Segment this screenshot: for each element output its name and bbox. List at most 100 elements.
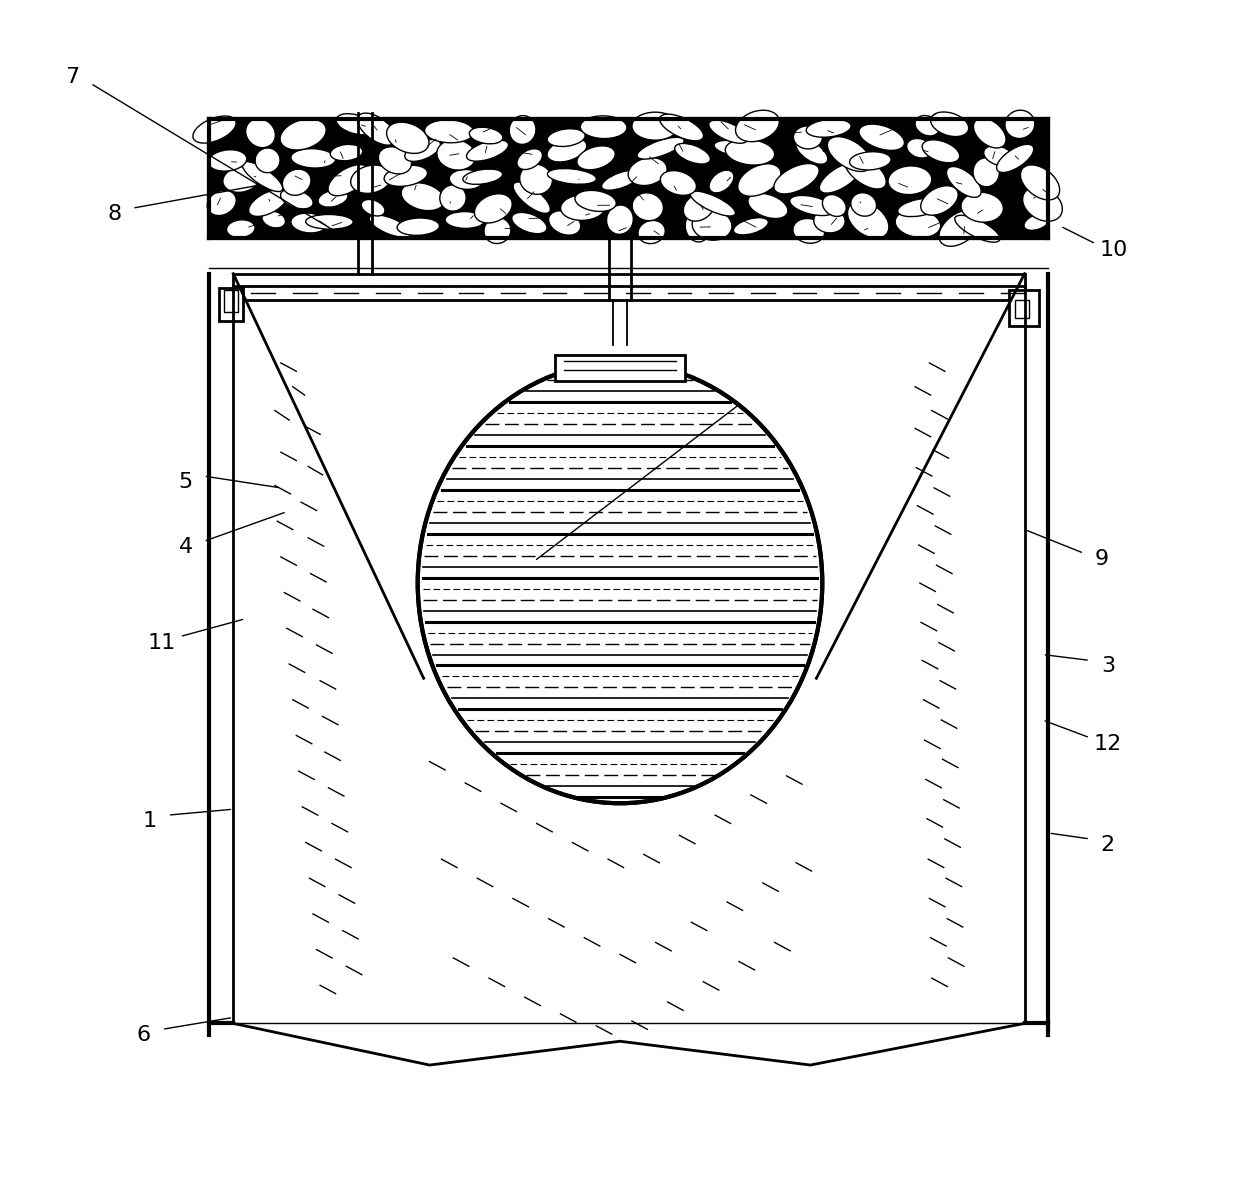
Ellipse shape [227, 220, 255, 238]
Ellipse shape [683, 193, 714, 221]
Ellipse shape [336, 114, 374, 134]
Ellipse shape [424, 120, 474, 143]
Ellipse shape [357, 113, 397, 145]
Bar [219, 288, 243, 321]
Text: 4: 4 [179, 538, 192, 557]
Ellipse shape [351, 165, 392, 194]
Ellipse shape [733, 218, 769, 234]
Ellipse shape [262, 211, 285, 228]
Ellipse shape [632, 112, 678, 140]
Ellipse shape [445, 212, 485, 228]
Ellipse shape [639, 220, 665, 244]
Text: 11: 11 [148, 633, 176, 652]
Ellipse shape [436, 139, 476, 170]
Ellipse shape [246, 119, 275, 148]
Ellipse shape [255, 148, 280, 173]
Ellipse shape [923, 140, 960, 163]
Ellipse shape [692, 211, 732, 240]
Ellipse shape [208, 150, 247, 171]
Ellipse shape [632, 193, 663, 220]
Ellipse shape [560, 195, 605, 220]
Bar [1016, 300, 1029, 318]
Ellipse shape [806, 119, 851, 137]
Ellipse shape [1021, 165, 1060, 200]
Ellipse shape [329, 164, 370, 195]
Ellipse shape [961, 193, 1003, 223]
Ellipse shape [248, 189, 288, 217]
Ellipse shape [601, 170, 641, 190]
Ellipse shape [193, 115, 236, 143]
Ellipse shape [280, 119, 326, 150]
Text: 2: 2 [1101, 835, 1115, 854]
Ellipse shape [513, 182, 551, 213]
Text: 7: 7 [66, 68, 79, 87]
Ellipse shape [915, 115, 940, 136]
Ellipse shape [921, 186, 959, 215]
Ellipse shape [738, 164, 781, 196]
Bar [210, 119, 1048, 238]
Ellipse shape [813, 208, 846, 233]
Ellipse shape [580, 115, 627, 138]
Ellipse shape [939, 211, 981, 246]
Ellipse shape [898, 199, 941, 217]
Ellipse shape [1004, 111, 1035, 138]
Ellipse shape [306, 214, 353, 230]
Text: 8: 8 [107, 205, 122, 224]
Ellipse shape [820, 163, 861, 193]
Ellipse shape [440, 184, 466, 211]
Ellipse shape [470, 127, 503, 144]
Ellipse shape [906, 138, 932, 158]
Ellipse shape [997, 144, 1034, 173]
Text: 3: 3 [1101, 657, 1115, 676]
Bar [233, 286, 1024, 300]
Ellipse shape [606, 205, 634, 234]
Ellipse shape [242, 162, 283, 192]
Ellipse shape [418, 363, 822, 803]
Ellipse shape [384, 165, 428, 187]
Ellipse shape [575, 190, 616, 212]
Ellipse shape [378, 146, 412, 174]
Ellipse shape [404, 139, 440, 162]
Ellipse shape [317, 189, 348, 207]
Ellipse shape [207, 190, 237, 215]
Ellipse shape [792, 219, 825, 243]
Ellipse shape [223, 167, 259, 193]
Ellipse shape [330, 144, 362, 161]
Ellipse shape [735, 111, 779, 142]
Text: 6: 6 [136, 1026, 151, 1045]
Ellipse shape [851, 193, 877, 217]
Ellipse shape [847, 202, 889, 238]
Ellipse shape [973, 158, 999, 187]
Ellipse shape [637, 137, 684, 159]
Ellipse shape [387, 123, 429, 154]
Ellipse shape [475, 194, 512, 223]
Ellipse shape [520, 164, 552, 194]
Ellipse shape [675, 144, 711, 164]
Ellipse shape [291, 213, 327, 233]
Ellipse shape [859, 124, 904, 150]
Ellipse shape [895, 209, 941, 238]
Ellipse shape [370, 214, 412, 238]
Ellipse shape [547, 138, 587, 162]
Ellipse shape [548, 211, 580, 236]
Ellipse shape [714, 140, 756, 157]
Ellipse shape [1023, 187, 1063, 221]
Text: 5: 5 [179, 472, 192, 491]
Bar [554, 355, 686, 381]
Ellipse shape [849, 151, 892, 170]
Ellipse shape [790, 195, 835, 215]
Ellipse shape [661, 170, 697, 195]
Ellipse shape [512, 212, 547, 233]
Ellipse shape [822, 195, 846, 217]
Ellipse shape [660, 114, 703, 140]
Bar [1009, 290, 1039, 326]
Ellipse shape [686, 212, 709, 242]
Ellipse shape [946, 167, 981, 198]
Ellipse shape [827, 137, 872, 171]
Ellipse shape [463, 169, 502, 184]
Bar [223, 290, 238, 312]
Ellipse shape [547, 129, 585, 146]
Ellipse shape [517, 149, 542, 169]
Ellipse shape [955, 215, 999, 243]
Ellipse shape [725, 139, 775, 165]
